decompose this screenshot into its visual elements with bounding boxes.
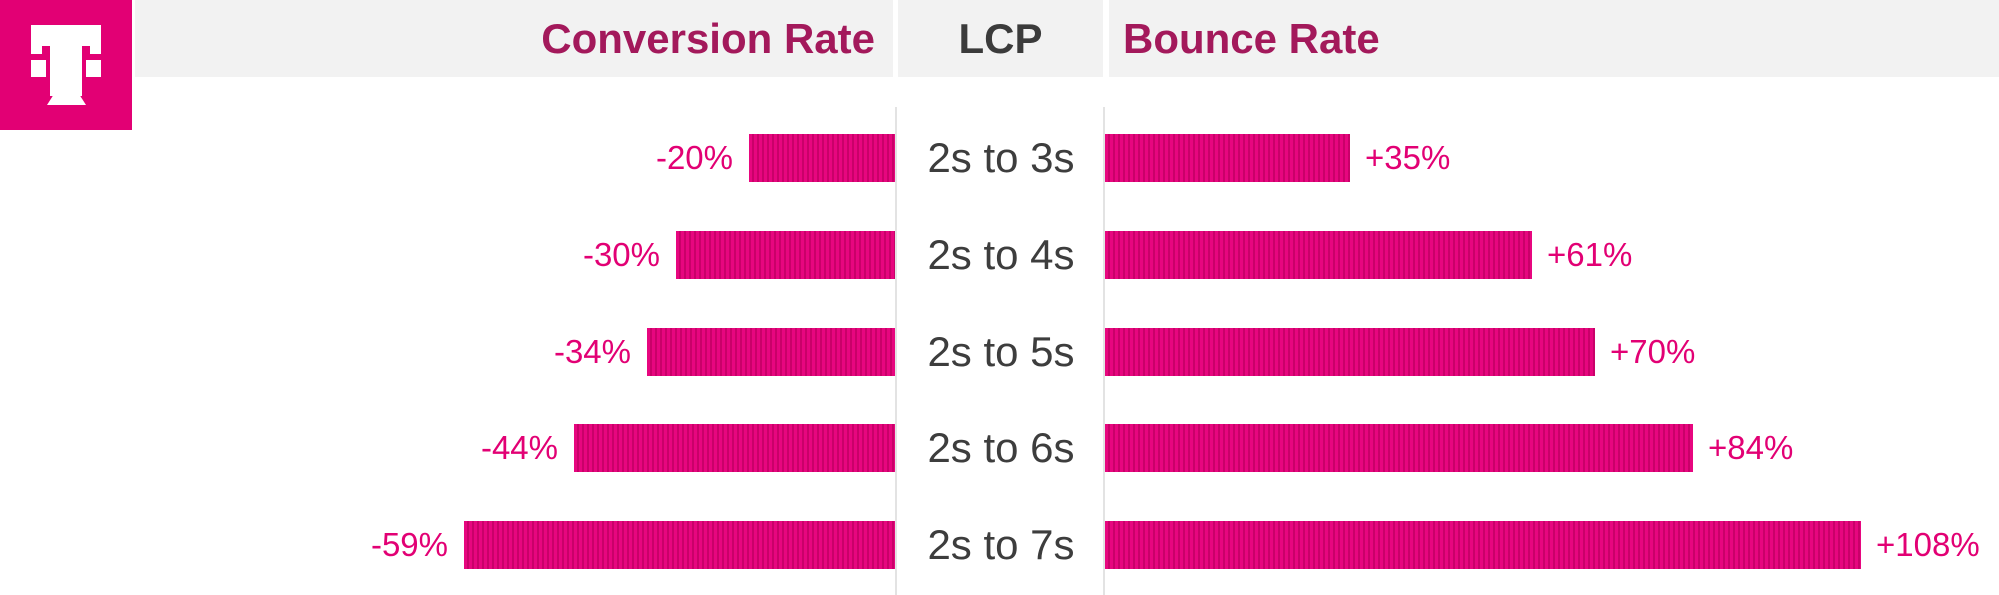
conversion-rate-bar (574, 424, 895, 472)
conversion-rate-bar (749, 134, 895, 182)
bounce-rate-value-label: +108% (1876, 526, 1980, 563)
column-header-conversion-rate: Conversion Rate (135, 0, 893, 77)
column-header-bounce-rate: Bounce Rate (1109, 0, 1999, 77)
column-header-lcp: LCP (898, 0, 1103, 77)
lcp-range-label: 2s to 7s (927, 521, 1075, 568)
conversion-rate-value-label: -34% (553, 333, 631, 370)
conversion-rate-header-label: Conversion Rate (541, 14, 875, 62)
conversion-rate-value-label: -59% (370, 526, 448, 563)
lcp-range-label: 2s to 3s (927, 134, 1075, 181)
bounce-rate-bar (1105, 328, 1595, 376)
lcp-range-label: 2s to 5s (927, 328, 1075, 375)
bounce-rate-value-label: +35% (1365, 139, 1451, 176)
center-column-right-divider (1103, 107, 1105, 595)
telekom-logo (0, 0, 132, 130)
bounce-rate-bar (1105, 231, 1532, 279)
conversion-rate-value-label: -30% (582, 236, 660, 273)
conversion-rate-value-label: -44% (480, 429, 558, 466)
conversion-rate-bar (464, 521, 895, 569)
conversion-rate-value-label: -20% (655, 139, 733, 176)
bounce-rate-value-label: +84% (1708, 429, 1794, 466)
bounce-rate-header-label: Bounce Rate (1123, 14, 1380, 62)
conversion-rate-bar (676, 231, 895, 279)
telekom-t-icon (31, 25, 101, 105)
lcp-header-label: LCP (958, 14, 1043, 62)
bounce-rate-bar (1105, 521, 1861, 569)
lcp-range-label: 2s to 6s (927, 424, 1075, 471)
bounce-rate-value-label: +61% (1547, 236, 1633, 273)
bounce-rate-bar (1105, 134, 1350, 182)
conversion-rate-bar (647, 328, 895, 376)
lcp-range-label: 2s to 4s (927, 231, 1075, 278)
bounce-rate-value-label: +70% (1610, 333, 1696, 370)
center-column-left-divider (895, 107, 897, 595)
bounce-rate-bar (1105, 424, 1693, 472)
